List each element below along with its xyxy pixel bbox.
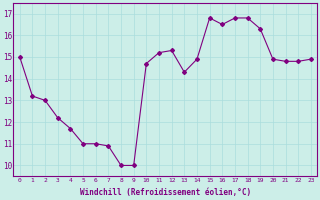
X-axis label: Windchill (Refroidissement éolien,°C): Windchill (Refroidissement éolien,°C) [80, 188, 251, 197]
